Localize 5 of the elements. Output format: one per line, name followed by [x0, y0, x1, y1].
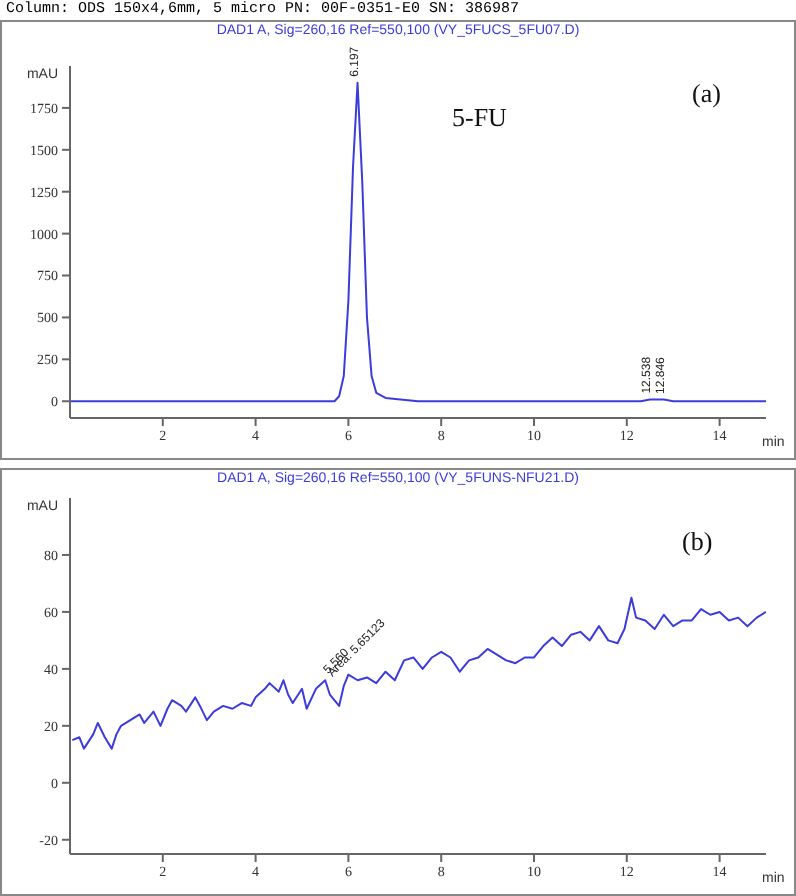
annotation: (b): [682, 526, 713, 558]
annotation: 5-FU: [452, 102, 507, 134]
line-series: [71, 596, 766, 750]
line-series: [70, 81, 766, 403]
annotation: (a): [692, 78, 721, 110]
